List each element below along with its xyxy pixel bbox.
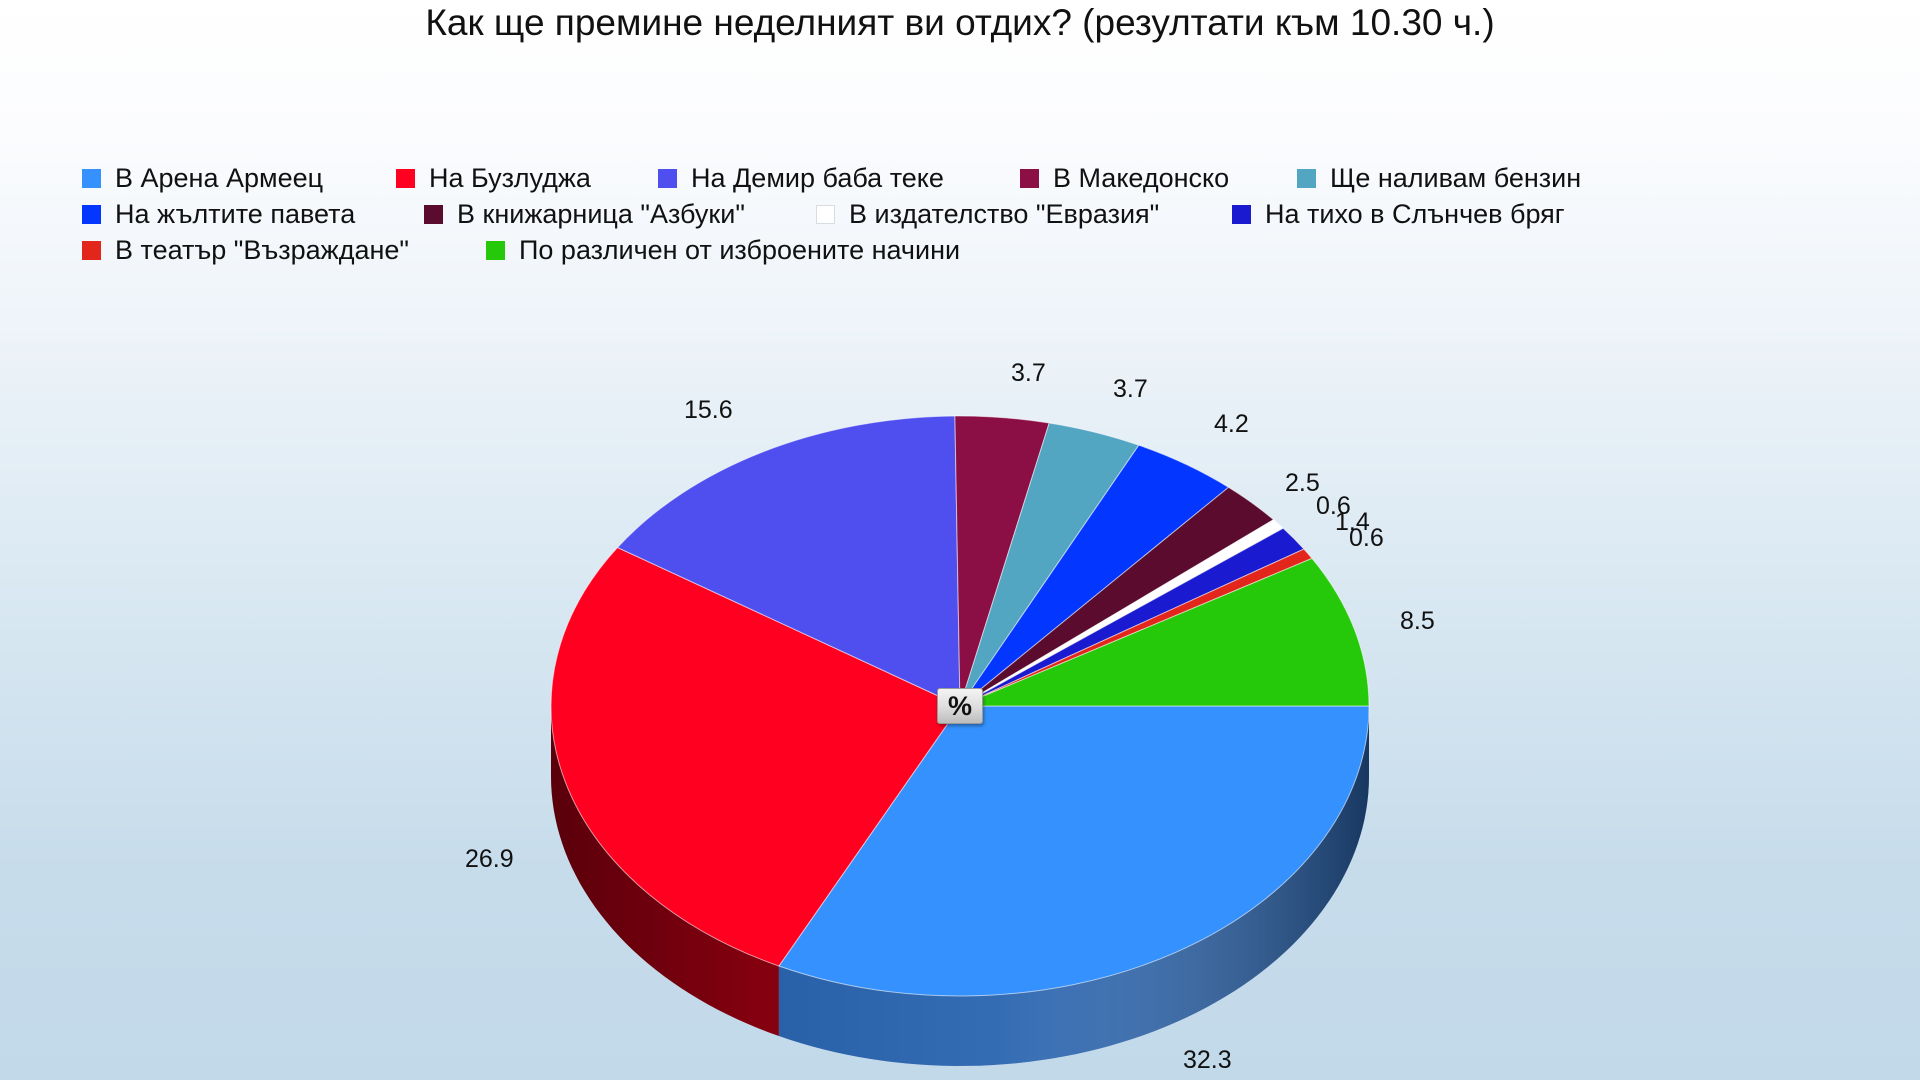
legend-swatch-icon (1297, 168, 1316, 188)
legend-item-vazrazhdane[interactable]: В театър "Възраждане" (82, 232, 409, 268)
legend-swatch-icon (1232, 204, 1251, 224)
slice-label-vazrazhdane: 0.6 (1349, 524, 1384, 552)
pie-slice[interactable] (778, 705, 1370, 997)
legend-item-drug-nachin[interactable]: По различен от изброените начини (486, 232, 960, 268)
legend-item-zhaltite-paveta[interactable]: На жълтите павета (82, 196, 355, 232)
slice-label-drug-nachin: 8.5 (1400, 607, 1435, 635)
legend-swatch-icon (486, 240, 505, 260)
legend-item-demir-baba-teke[interactable]: На Демир баба теке (658, 160, 944, 196)
pie-slice[interactable] (550, 546, 961, 967)
legend-swatch-icon (816, 204, 835, 224)
slice-label-slanchev-bryag: 1.4 (1335, 508, 1370, 536)
legend-label: В театър "Възраждане" (115, 234, 409, 265)
legend-swatch-icon (658, 168, 677, 188)
legend-label: В Арена Армеец (115, 162, 324, 193)
pie-slice[interactable] (959, 557, 1370, 707)
legend-item-evraziya[interactable]: В издателство "Евразия" (816, 196, 1159, 232)
legend-item-slanchev-bryag[interactable]: На тихо в Слънчев бряг (1232, 196, 1565, 232)
pie-sides (551, 706, 1369, 1066)
slice-label-zhaltite-paveta: 4.2 (1214, 410, 1249, 438)
legend-label: На жълтите павета (115, 198, 356, 229)
legend-swatch-icon (1020, 168, 1039, 188)
legend-label: На тихо в Слънчев бряг (1265, 198, 1565, 229)
legend-label: На Демир баба теке (691, 162, 944, 193)
percent-unit-badge: % (937, 688, 983, 724)
legend-swatch-icon (82, 240, 101, 260)
legend-swatch-icon (424, 204, 443, 224)
legend-label: В книжарница "Азбуки" (457, 198, 745, 229)
slice-label-evraziya: 0.6 (1316, 492, 1351, 520)
legend-item-azbuki[interactable]: В книжарница "Азбуки" (424, 196, 745, 232)
slice-label-buzludzha: 26.9 (465, 845, 514, 873)
legend-label: В издателство "Евразия" (849, 198, 1160, 229)
slice-label-benzin: 3.7 (1113, 375, 1148, 403)
legend-label: В Македонско (1053, 162, 1230, 193)
legend-swatch-icon (82, 204, 101, 224)
legend-item-arena-armeec[interactable]: В Арена Армеец (82, 160, 323, 196)
legend-item-makedonsko[interactable]: В Македонско (1020, 160, 1229, 196)
legend-label: На Бузлуджа (429, 162, 591, 193)
slice-label-azbuki: 2.5 (1285, 469, 1320, 497)
slice-label-makedonsko: 3.7 (1011, 359, 1046, 387)
pie-side-shading (551, 706, 1369, 1066)
legend-swatch-icon (82, 168, 101, 188)
pie-slice[interactable] (616, 415, 961, 707)
slice-label-demir-baba-teke: 15.6 (684, 396, 733, 424)
slice-label-arena-armeec: 32.3 (1183, 1046, 1232, 1074)
legend-swatch-icon (396, 168, 415, 188)
legend-item-benzin[interactable]: Ще наливам бензин (1297, 160, 1581, 196)
legend-item-buzludzha[interactable]: На Бузлуджа (396, 160, 591, 196)
chart-title: Как ще премине неделният ви отдих? (резу… (425, 2, 1495, 43)
pie-slices (550, 415, 1370, 997)
legend-label: Ще наливам бензин (1330, 162, 1582, 193)
legend-label: По различен от изброените начини (519, 234, 961, 265)
